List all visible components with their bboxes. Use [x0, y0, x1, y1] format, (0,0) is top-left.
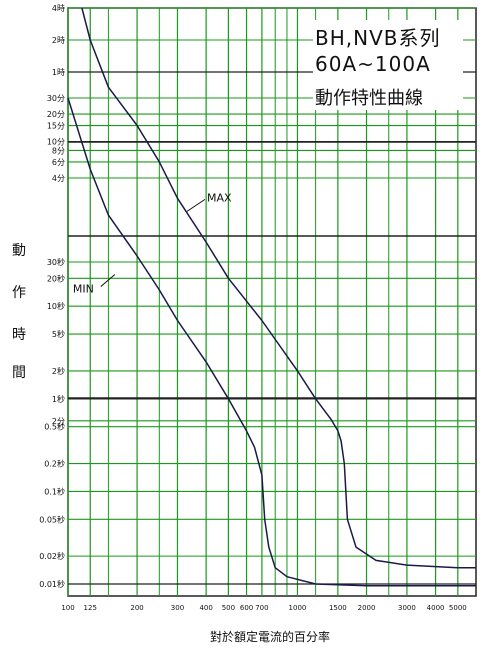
x-tick-label: 3000	[398, 604, 416, 612]
y-tick-label: 30秒	[47, 257, 65, 267]
x-tick-label: 200	[130, 604, 143, 612]
y-tick-label: 6分	[52, 158, 65, 167]
y-tick-label: 2時	[52, 36, 65, 45]
y-tick-label: 0.1秒	[44, 486, 65, 496]
x-tick-label: 400	[199, 604, 212, 612]
min-label: MIN	[73, 282, 94, 295]
x-tick-label: 100	[61, 604, 74, 612]
y-tick-label: 0.05秒	[39, 514, 65, 524]
x-tick-label: 1000	[289, 604, 307, 612]
y-tick-label: 4時	[52, 4, 65, 13]
y-tick-label: 15分	[47, 122, 65, 131]
max-label: MAX	[207, 191, 232, 204]
y-tick-label: 10秒	[47, 301, 65, 311]
chart-subtitle-2: 動作特性曲線	[315, 88, 423, 109]
y-axis-label-char-1: 動	[12, 243, 26, 259]
x-tick-label: 1500	[329, 604, 347, 612]
y-tick-label: 1時	[52, 68, 65, 77]
x-tick-label: 5000	[449, 604, 467, 612]
y-tick-label: 1秒	[52, 394, 65, 404]
y-axis-label-char-4: 間	[12, 365, 26, 381]
chart-title: BH,NVB系列	[315, 26, 441, 50]
y-tick-label: 4分	[52, 174, 65, 183]
y-tick-label: 8分	[52, 146, 65, 155]
curve-layer	[67, 7, 476, 587]
x-tick-label: 4000	[427, 604, 445, 612]
x-tick-label: 600	[240, 604, 253, 612]
chart-title-box: BH,NVB系列 60A~100A 動作特性曲線	[313, 20, 463, 110]
y-axis-label-char-2: 作	[12, 285, 26, 301]
y-tick-label: 0.01秒	[39, 579, 65, 589]
curve-max	[81, 7, 476, 569]
y-axis-label-char-3: 時	[12, 327, 26, 343]
x-axis-label: 對於額定電流的百分率	[210, 630, 331, 644]
y-tick-label: 2秒	[52, 366, 65, 376]
x-tick-label: 2000	[358, 604, 376, 612]
y-tick-label: 5秒	[52, 329, 65, 339]
x-tick-label: 300	[171, 604, 184, 612]
x-tick-label: 500	[222, 604, 235, 612]
y-tick-label: 0.02秒	[39, 551, 65, 561]
max-leader-line	[186, 198, 206, 212]
y-tick-label: 20分	[47, 110, 65, 119]
y-tick-label: 30分	[47, 94, 65, 103]
y-tick-label: 20秒	[47, 273, 65, 283]
x-tick-label: 125	[84, 604, 97, 612]
y-tick-label: 0.2秒	[44, 459, 65, 469]
chart-subtitle: 60A~100A	[315, 52, 431, 76]
y-tick-label: 10分	[47, 138, 65, 147]
x-tick-labels: 100 125 200 300 400 500 600 700 1000 1500 2000 3000…	[61, 604, 466, 612]
annotation-layer: MAX MIN	[73, 191, 232, 295]
curve-min	[67, 97, 476, 587]
x-tick-label: 700	[255, 604, 268, 612]
y-tick-label: 2分	[52, 417, 65, 426]
y-tick-label: 0.5秒	[44, 422, 65, 432]
min-leader-line	[100, 274, 116, 287]
